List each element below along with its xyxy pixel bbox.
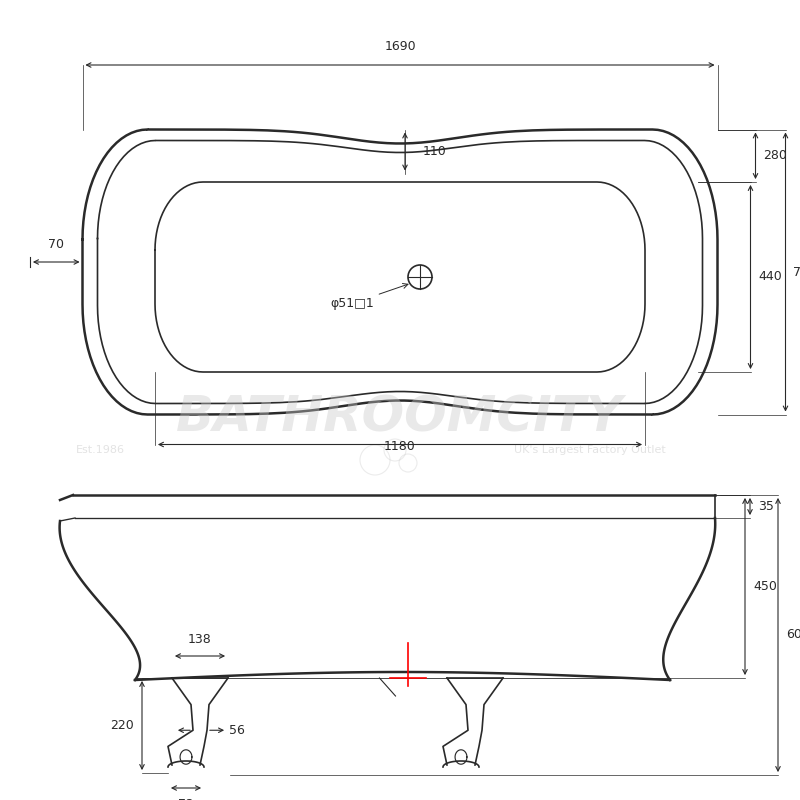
Text: 440: 440 [758,270,782,283]
Text: 70: 70 [48,238,64,251]
Text: 56: 56 [229,724,245,737]
Text: 35: 35 [758,500,774,513]
Text: φ51□1: φ51□1 [330,283,408,310]
Text: 110: 110 [423,145,446,158]
Text: 220: 220 [110,719,134,732]
Text: 138: 138 [188,633,212,646]
Text: 450: 450 [753,580,777,593]
Text: 745: 745 [794,266,800,278]
Text: 1180: 1180 [384,439,416,453]
Text: BATHROOMCITY: BATHROOMCITY [177,394,623,442]
Text: 280: 280 [763,150,787,162]
Text: 605: 605 [786,629,800,642]
Text: 72: 72 [178,798,194,800]
Text: 1690: 1690 [384,40,416,53]
Text: Est.1986: Est.1986 [75,445,125,455]
Text: UK's Largest Factory Outlet: UK's Largest Factory Outlet [514,445,666,455]
